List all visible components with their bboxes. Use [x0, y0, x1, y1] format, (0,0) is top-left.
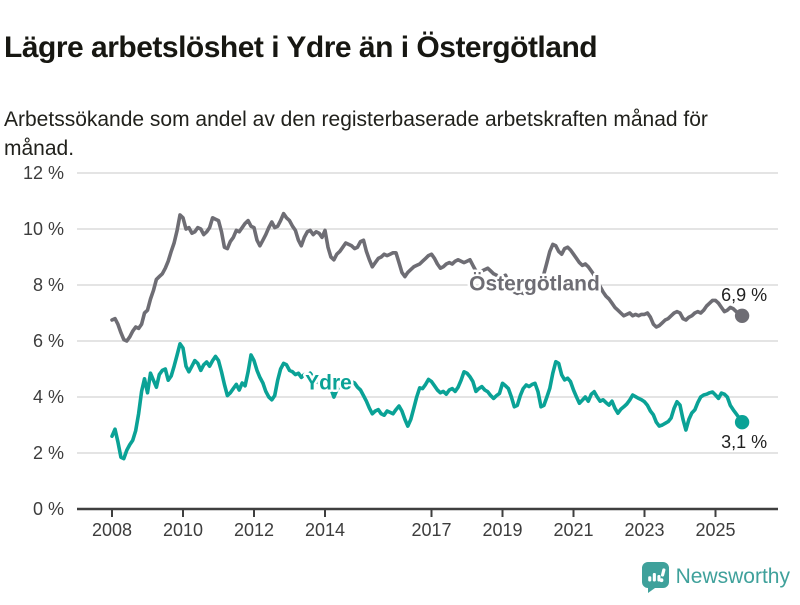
series-label-ydre: Ydre	[305, 371, 352, 394]
series-end-dot-ostergotland	[734, 308, 750, 323]
y-axis-label: 0 %	[33, 499, 64, 519]
x-axis-label: 2010	[163, 520, 203, 540]
y-axis-label: 6 %	[33, 331, 64, 351]
y-axis-label: 4 %	[33, 387, 64, 407]
series-label-ostergotland: Östergötland	[469, 273, 600, 296]
y-axis-label: 2 %	[33, 443, 64, 463]
end-value-label-ydre: 3,1 %	[721, 432, 767, 452]
x-axis-label: 2008	[92, 520, 132, 540]
y-axis-label: 8 %	[33, 275, 64, 295]
x-axis-label: 2023	[624, 520, 664, 540]
x-axis-label: 2012	[234, 520, 274, 540]
y-axis-label: 12 %	[23, 163, 64, 183]
x-axis-label: 2025	[695, 520, 735, 540]
end-value-label-ostergotland: 6,9 %	[721, 285, 767, 305]
series-line-ostergotland	[110, 211, 744, 343]
page-title: Lägre arbetslöshet i Ydre än i Östergötl…	[4, 31, 598, 65]
series-line-ydre	[110, 341, 744, 461]
brand-footer[interactable]: Newsworthy	[641, 561, 790, 593]
newsworthy-logo-icon	[641, 561, 669, 593]
y-axis-label: 10 %	[23, 219, 64, 239]
brand-name: Newsworthy	[675, 565, 790, 588]
x-axis-label: 2017	[411, 520, 451, 540]
x-axis-label: 2021	[553, 520, 593, 540]
chart-subtitle: Arbetssökande som andel av den registerb…	[4, 108, 708, 160]
x-axis-label: 2014	[305, 520, 345, 540]
series-end-dot-ydre	[734, 415, 750, 430]
x-axis-label: 2019	[482, 520, 522, 540]
